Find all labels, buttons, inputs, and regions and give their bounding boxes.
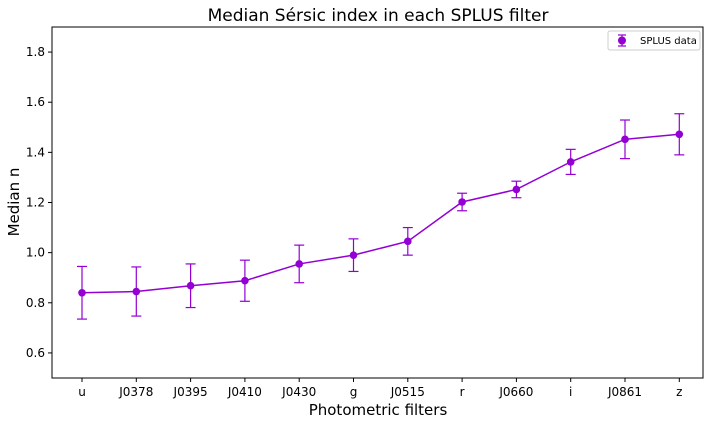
data-point xyxy=(621,135,629,144)
x-tick-label: J0515 xyxy=(390,385,425,399)
series-layer xyxy=(77,113,685,320)
data-point xyxy=(566,158,575,166)
x-tick-label: J0378 xyxy=(118,385,153,399)
data-point xyxy=(349,251,358,259)
y-tick-label: 0.6 xyxy=(26,346,45,360)
y-axis-title: Median n xyxy=(5,168,23,237)
y-tick-label: 1.8 xyxy=(26,45,45,59)
y-tick-label: 1.6 xyxy=(26,95,45,109)
data-point xyxy=(458,198,466,206)
x-tick-label: i xyxy=(569,385,572,399)
x-tick-label: z xyxy=(676,385,682,399)
chart-title: Median Sérsic index in each SPLUS filter xyxy=(208,6,549,26)
data-point xyxy=(78,288,86,297)
y-axis: 0.6 0.8 1.0 1.2 1.4 1.6 1.8 xyxy=(26,45,52,360)
x-tick-label: g xyxy=(350,385,358,399)
x-tick-label: J0410 xyxy=(227,385,262,399)
x-tick-label: J0430 xyxy=(281,385,316,399)
data-point xyxy=(241,276,249,285)
y-tick-label: 1.2 xyxy=(26,196,45,210)
x-tick-label: J0395 xyxy=(173,385,208,399)
data-point xyxy=(404,237,412,246)
x-tick-label: u xyxy=(78,385,86,399)
legend-box xyxy=(607,30,701,51)
x-axis-title: Photometric filters xyxy=(309,401,448,419)
x-tick-label: J0660 xyxy=(498,385,533,399)
y-tick-label: 0.8 xyxy=(26,296,45,310)
data-point xyxy=(512,185,521,194)
x-axis: u J0378 J0395 J0410 J0430 g J0515 r J0660 i J0861 z xyxy=(78,378,682,399)
plot-area xyxy=(51,26,704,379)
data-point xyxy=(295,260,304,268)
data-point xyxy=(675,130,684,139)
legend-label: SPLUS data xyxy=(640,36,697,47)
y-tick-label: 1.4 xyxy=(26,145,45,159)
x-tick-label: J0861 xyxy=(607,385,642,399)
legend-marker xyxy=(618,36,626,45)
x-tick-label: r xyxy=(460,385,465,399)
data-point xyxy=(132,287,141,296)
legend: SPLUS data xyxy=(607,30,701,51)
series-line xyxy=(81,133,680,294)
y-tick-label: 1.0 xyxy=(26,246,45,260)
data-point xyxy=(186,281,195,290)
